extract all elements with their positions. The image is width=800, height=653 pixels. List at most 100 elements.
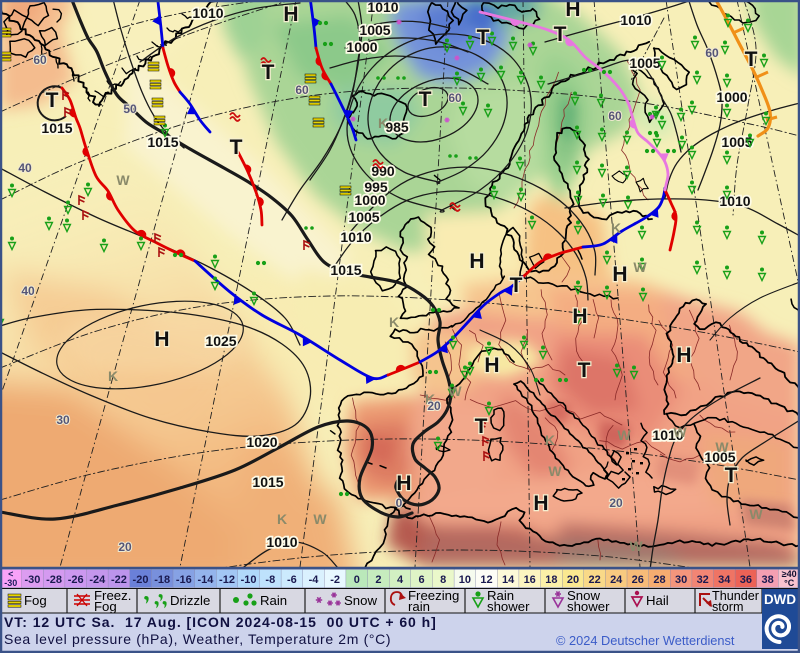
svg-text:1010: 1010 — [367, 0, 398, 15]
svg-text:995: 995 — [364, 179, 388, 195]
svg-text:40: 40 — [21, 284, 35, 298]
svg-text:14: 14 — [502, 574, 515, 586]
svg-text:T: T — [262, 61, 275, 84]
svg-text:40: 40 — [18, 161, 32, 175]
svg-text:-2: -2 — [330, 574, 340, 586]
svg-text:-16: -16 — [176, 574, 192, 586]
svg-text:0: 0 — [396, 496, 403, 510]
svg-text:-4: -4 — [309, 574, 320, 586]
svg-text:H: H — [396, 472, 411, 495]
svg-text:60: 60 — [33, 53, 47, 67]
svg-text:1015: 1015 — [147, 134, 178, 150]
svg-text:-10: -10 — [241, 574, 257, 586]
svg-text:60: 60 — [608, 109, 622, 123]
svg-text:Rain: Rain — [487, 588, 514, 603]
svg-text:K: K — [425, 391, 435, 407]
svg-text:Drizzle: Drizzle — [170, 593, 210, 608]
svg-text:Freezing: Freezing — [408, 588, 459, 603]
svg-text:Snow: Snow — [344, 593, 377, 608]
svg-text:-6: -6 — [287, 574, 297, 586]
svg-text:2: 2 — [375, 574, 381, 586]
svg-text:W: W — [548, 463, 562, 479]
svg-text:1020: 1020 — [246, 434, 277, 450]
svg-text:1005: 1005 — [348, 209, 379, 225]
svg-text:-26: -26 — [68, 574, 84, 586]
svg-text:50: 50 — [123, 102, 137, 116]
svg-text:shower: shower — [567, 599, 610, 614]
svg-text:1010: 1010 — [266, 534, 297, 550]
svg-text:1005: 1005 — [721, 134, 752, 150]
svg-text:-20: -20 — [133, 574, 149, 586]
svg-text:20: 20 — [118, 540, 132, 554]
svg-text:4: 4 — [397, 574, 404, 586]
svg-text:H: H — [572, 305, 587, 328]
svg-text:1015: 1015 — [330, 262, 361, 278]
svg-text:K: K — [277, 511, 287, 527]
svg-text:1010: 1010 — [340, 229, 371, 245]
svg-text:22: 22 — [588, 574, 600, 586]
svg-text:Hail: Hail — [646, 593, 669, 608]
svg-text:T: T — [477, 26, 490, 49]
svg-text:Fog: Fog — [24, 593, 47, 608]
svg-text:Fog: Fog — [94, 599, 117, 614]
svg-text:60: 60 — [705, 46, 719, 60]
svg-text:VT: 12 UTC Sa. 17 Aug. [ICON: VT: 12 UTC Sa. 17 Aug. [ICON 2024-08-15 … — [4, 614, 437, 630]
svg-text:34: 34 — [718, 574, 731, 586]
svg-text:32: 32 — [697, 574, 709, 586]
svg-text:T: T — [578, 359, 591, 382]
svg-text:1015: 1015 — [41, 120, 72, 136]
svg-text:18: 18 — [545, 574, 557, 586]
svg-text:-28: -28 — [46, 574, 62, 586]
svg-text:K: K — [389, 314, 399, 330]
svg-text:-14: -14 — [197, 574, 214, 586]
svg-text:26: 26 — [632, 574, 644, 586]
svg-text:W: W — [673, 424, 687, 440]
svg-text:T: T — [475, 415, 488, 438]
svg-text:H: H — [469, 250, 484, 273]
svg-text:-30: -30 — [4, 578, 17, 588]
svg-text:H: H — [676, 344, 691, 367]
svg-text:W: W — [313, 511, 327, 527]
svg-text:1010: 1010 — [620, 12, 651, 28]
svg-text:W: W — [116, 172, 130, 188]
svg-text:H: H — [484, 354, 499, 377]
svg-text:20: 20 — [567, 574, 579, 586]
svg-text:shower: shower — [487, 599, 530, 614]
svg-text:30: 30 — [56, 413, 70, 427]
svg-text:60: 60 — [295, 83, 309, 97]
svg-text:T: T — [230, 136, 243, 159]
svg-text:6: 6 — [419, 574, 425, 586]
svg-text:K: K — [108, 368, 118, 384]
svg-text:-8: -8 — [265, 574, 275, 586]
svg-text:Thunder: Thunder — [712, 589, 759, 603]
svg-text:W: W — [629, 538, 643, 554]
svg-text:12: 12 — [480, 574, 492, 586]
svg-text:1005: 1005 — [359, 22, 390, 38]
svg-text:W: W — [749, 506, 763, 522]
svg-text:W: W — [715, 439, 729, 455]
svg-text:1010: 1010 — [192, 5, 223, 21]
svg-text:W: W — [617, 427, 631, 443]
svg-text:-12: -12 — [219, 574, 235, 586]
svg-text:W: W — [633, 259, 647, 275]
svg-text:H: H — [565, 0, 580, 21]
svg-text:Rain: Rain — [260, 593, 287, 608]
svg-text:-22: -22 — [111, 574, 127, 586]
svg-text:rain: rain — [408, 599, 430, 614]
svg-text:-18: -18 — [154, 574, 170, 586]
svg-text:K: K — [378, 115, 388, 131]
svg-text:storm: storm — [712, 600, 743, 614]
svg-text:1000: 1000 — [716, 89, 747, 105]
svg-text:990: 990 — [371, 163, 395, 179]
svg-text:Snow: Snow — [567, 588, 600, 603]
svg-text:T: T — [419, 88, 432, 111]
svg-text:Freez.: Freez. — [94, 588, 131, 603]
svg-text:-24: -24 — [89, 574, 106, 586]
svg-text:1010: 1010 — [652, 427, 683, 443]
svg-text:H: H — [154, 328, 169, 351]
svg-text:30: 30 — [675, 574, 687, 586]
svg-text:985: 985 — [385, 119, 409, 135]
svg-text:16: 16 — [524, 574, 536, 586]
svg-text:36: 36 — [740, 574, 752, 586]
svg-text:K: K — [611, 220, 621, 236]
